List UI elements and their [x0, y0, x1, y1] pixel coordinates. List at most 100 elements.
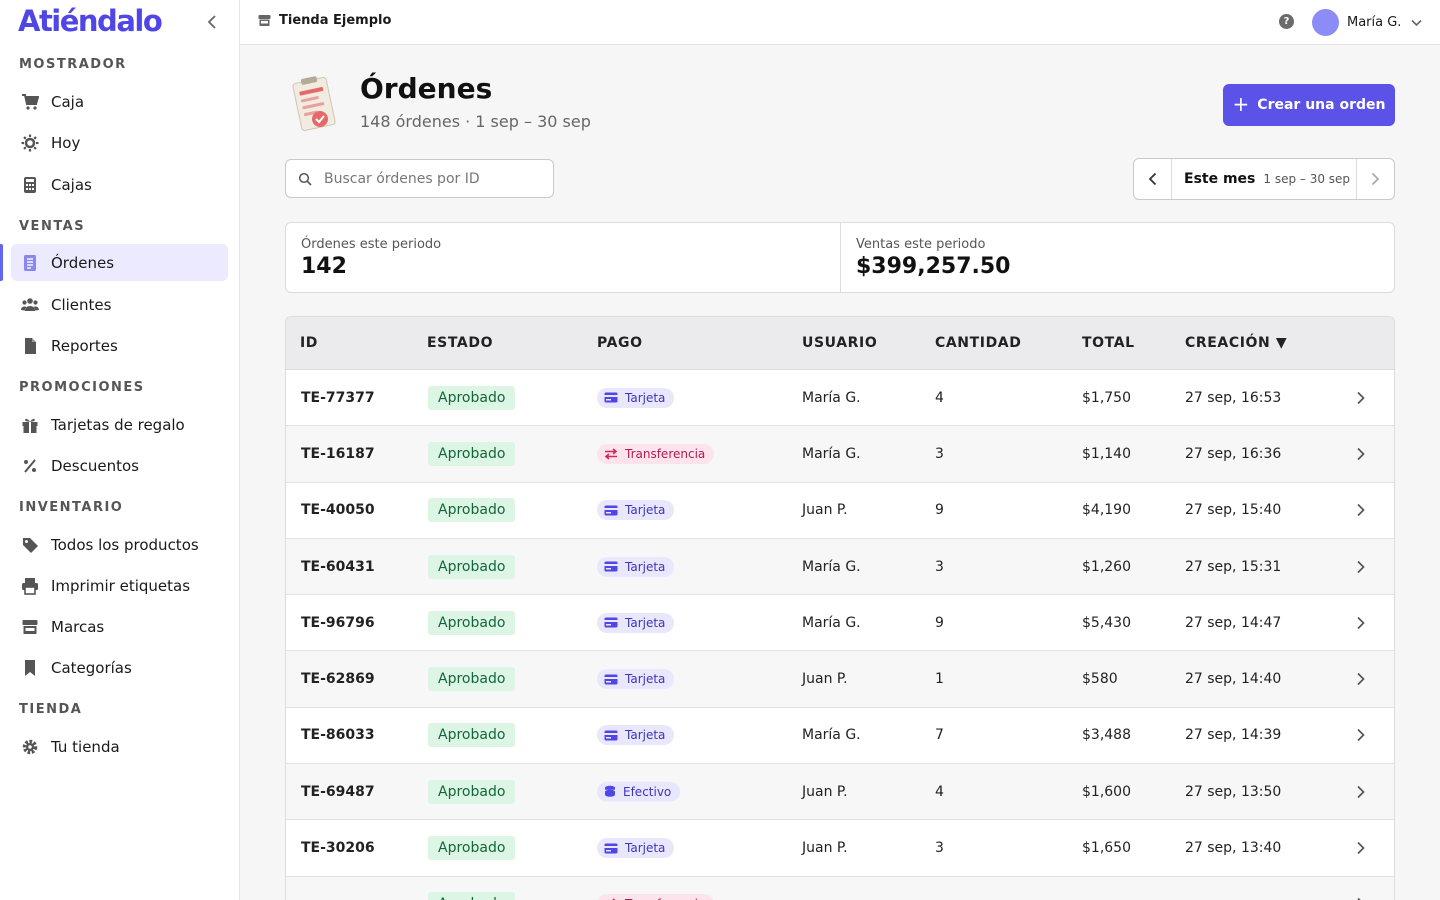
sidebar-item-clientes[interactable]: Clientes [11, 286, 228, 323]
table-row[interactable]: TE-30206 Aprobado Tarjeta Juan P. 3 $1,650 27 … [286, 820, 1394, 877]
table-body: TE-77377 Aprobado Tarjeta María G. 4 $1,750 27… [286, 370, 1394, 900]
table-row[interactable]: TE-77377 Aprobado Tarjeta María G. 4 $1,750 27… [286, 370, 1394, 427]
brand-logo[interactable]: Atiéndalo [18, 4, 163, 38]
total-cell: $1,600 [1082, 783, 1131, 800]
status-cell: Aprobado [428, 667, 516, 692]
payment-label: Tarjeta [625, 503, 666, 518]
previous-period-button[interactable] [1134, 159, 1172, 199]
status-badge: Aprobado [428, 892, 516, 900]
sidebar-item-todos-los-productos[interactable]: Todos los productos [11, 526, 228, 563]
sidebar-item-categorias[interactable]: Categorías [11, 649, 228, 686]
create-order-button[interactable]: + Crear una orden [1223, 84, 1395, 126]
sidebar-item-tarjetas-de-regalo[interactable]: Tarjetas de regalo [11, 406, 228, 443]
sidebar-item-reportes[interactable]: Reportes [11, 327, 228, 364]
status-badge: Aprobado [428, 554, 516, 579]
status-badge: Aprobado [428, 667, 516, 692]
help-icon[interactable]: ? [1279, 14, 1294, 29]
order-id: TE-30206 [301, 840, 375, 857]
payment-label: Tarjeta [625, 390, 666, 405]
stat-label: Ventas este periodo [856, 237, 986, 252]
search-box [285, 159, 554, 198]
status-badge: Aprobado [428, 385, 516, 410]
period-selector[interactable]: Este mes 1 sep – 30 sep [1172, 171, 1356, 187]
store-selector[interactable]: Tienda Ejemplo [258, 13, 391, 28]
sidebar-item-marcas[interactable]: Marcas [11, 608, 228, 645]
payment-badge: Tarjeta [597, 669, 675, 690]
status-cell: Aprobado [428, 723, 516, 748]
table-row[interactable]: Aprobado Transferencia [286, 876, 1394, 900]
table-row[interactable]: TE-40050 Aprobado Tarjeta Juan P. 9 $4,190 27 … [286, 483, 1394, 539]
printer-icon [21, 577, 39, 595]
section-label-tienda: TIENDA [19, 702, 83, 717]
sidebar-item-hoy[interactable]: Hoy [11, 124, 228, 161]
sidebar-item-label: Imprimir etiquetas [51, 576, 191, 595]
chevron-right-icon[interactable] [1356, 447, 1366, 461]
search-input[interactable] [324, 170, 534, 187]
plus-icon: + [1232, 92, 1250, 116]
table-row[interactable]: TE-62869 Aprobado Tarjeta Juan P. 1 $580 27 se… [286, 651, 1394, 708]
page-subtitle: 148 órdenes · 1 sep – 30 sep [360, 112, 591, 131]
status-badge: Aprobado [428, 779, 516, 804]
column-header-cantidad: CANTIDAD [935, 335, 1022, 351]
column-header-creacion[interactable]: CREACIÓN ▼ [1185, 335, 1288, 351]
chevron-right-icon[interactable] [1356, 391, 1366, 405]
user-menu[interactable]: María G. [1312, 9, 1423, 36]
coins-icon [605, 785, 615, 797]
store-icon [258, 15, 271, 26]
user-cell: María G. [802, 389, 861, 406]
sidebar-item-label: Reportes [51, 336, 118, 355]
search-icon [298, 172, 312, 186]
total-cell: $3,488 [1082, 727, 1131, 744]
table-row[interactable]: TE-96796 Aprobado Tarjeta María G. 9 $5,430 27… [286, 595, 1394, 652]
payment-cell: Tarjeta [597, 669, 675, 690]
sidebar-item-label: Todos los productos [51, 535, 199, 554]
status-badge: Aprobado [428, 610, 516, 635]
credit-card-icon [604, 392, 618, 403]
table-row[interactable]: TE-16187 Aprobado Transferencia María G. 3 $1… [286, 426, 1394, 483]
sidebar-item-imprimir-etiquetas[interactable]: Imprimir etiquetas [11, 567, 228, 604]
chevron-right-icon[interactable] [1356, 672, 1366, 686]
payment-badge: Transferencia [597, 443, 715, 464]
collapse-sidebar-button[interactable] [202, 12, 222, 32]
storefront-icon [21, 618, 39, 636]
column-header-pago: PAGO [597, 335, 643, 351]
chevron-right-icon[interactable] [1356, 785, 1366, 799]
payment-cell: Transferencia [597, 894, 715, 900]
chevron-right-icon[interactable] [1356, 728, 1366, 742]
calculator-icon [21, 176, 39, 194]
period-picker: Este mes 1 sep – 30 sep [1133, 158, 1395, 200]
sidebar-item-descuentos[interactable]: Descuentos [11, 447, 228, 484]
created-cell: 27 sep, 13:40 [1185, 840, 1282, 857]
chevron-down-icon [1411, 19, 1423, 26]
table-row[interactable]: TE-86033 Aprobado Tarjeta María G. 7 $3,488 27… [286, 708, 1394, 765]
created-cell: 27 sep, 15:31 [1185, 558, 1282, 575]
chevron-right-icon[interactable] [1356, 616, 1366, 630]
chevron-right-icon[interactable] [1356, 560, 1366, 574]
sidebar-item-tu-tienda[interactable]: Tu tienda [11, 728, 228, 765]
table-header: ID ESTADO PAGO USUARIO CANTIDAD TOTAL CR… [286, 317, 1394, 370]
sidebar-item-label: Caja [51, 92, 85, 111]
chevron-right-icon[interactable] [1356, 841, 1366, 855]
column-header-id: ID [300, 335, 319, 351]
status-badge: Aprobado [428, 836, 516, 861]
payment-badge: Tarjeta [597, 725, 675, 746]
chevron-right-icon[interactable] [1356, 503, 1366, 517]
order-id: TE-62869 [301, 671, 375, 688]
period-range: 1 sep – 30 sep [1263, 172, 1351, 186]
table-row[interactable]: TE-69487 Aprobado Efectivo Juan P. 4 $1,600 27… [286, 764, 1394, 821]
sidebar-item-caja[interactable]: Caja [11, 83, 228, 120]
created-cell: 27 sep, 14:47 [1185, 614, 1282, 631]
next-period-button[interactable] [1356, 159, 1394, 199]
status-badge: Aprobado [428, 441, 516, 466]
sidebar-item-label: Hoy [51, 133, 81, 152]
order-id: TE-16187 [301, 445, 375, 462]
column-header-usuario: USUARIO [802, 335, 878, 351]
sidebar-item-cajas[interactable]: Cajas [11, 166, 228, 203]
chevron-right-icon [1371, 172, 1380, 186]
sidebar-item-ordenes[interactable]: Órdenes [0, 244, 228, 281]
credit-card-icon [604, 505, 618, 516]
table-row[interactable]: TE-60431 Aprobado Tarjeta María G. 3 $1,260 27… [286, 538, 1394, 596]
credit-card-icon [604, 561, 618, 572]
payment-cell: Tarjeta [597, 556, 675, 577]
user-cell: María G. [802, 727, 861, 744]
